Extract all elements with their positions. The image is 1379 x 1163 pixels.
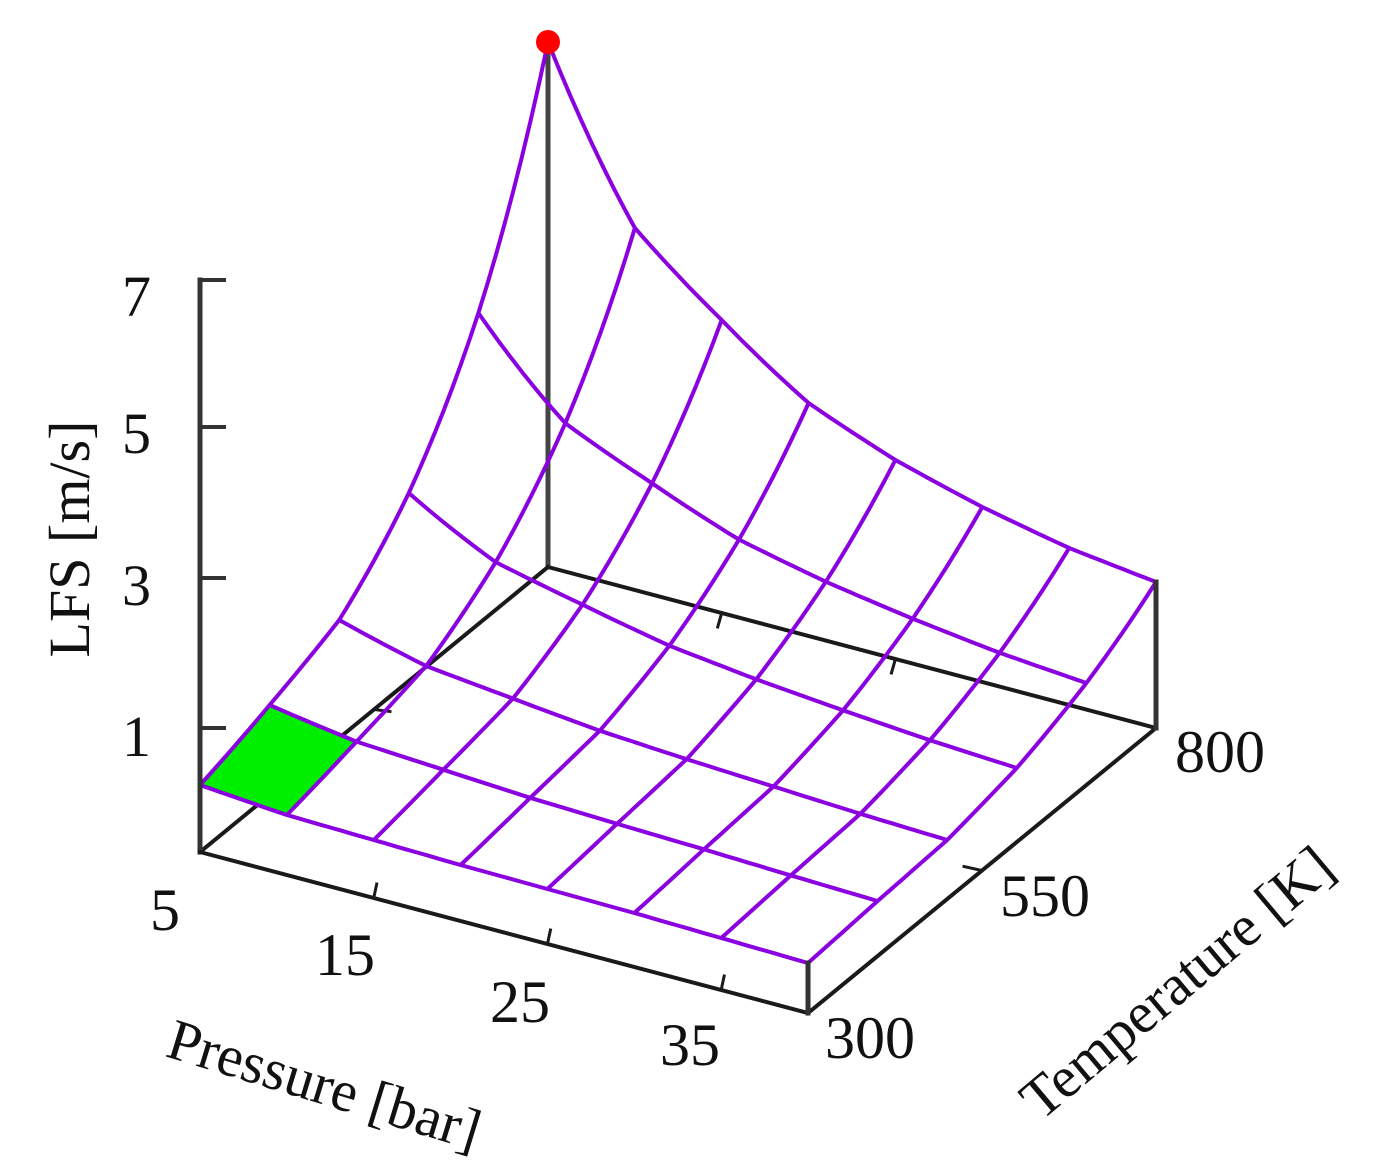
mesh-line-pressure-40 bbox=[806, 580, 1158, 965]
back-edge-tick bbox=[715, 611, 724, 629]
z-tick-7: 7 bbox=[122, 264, 151, 329]
mesh-line-pressure-35 bbox=[719, 546, 1071, 940]
y-tick-800: 800 bbox=[1175, 719, 1265, 785]
mesh-line-temperature-600 bbox=[407, 491, 1018, 770]
mesh-line-temperature-300 bbox=[199, 783, 809, 965]
pressure-axis-line bbox=[197, 849, 811, 1016]
x-tick-25: 25 bbox=[490, 969, 550, 1035]
pressure-tick-15 bbox=[371, 882, 379, 900]
back-axes bbox=[197, 39, 1159, 855]
z-tick-3: 3 bbox=[122, 553, 151, 618]
x-tick-35: 35 bbox=[660, 1012, 720, 1078]
x-tick-15: 15 bbox=[315, 922, 375, 988]
y-tick-300: 300 bbox=[825, 1005, 915, 1071]
y-tick-550: 550 bbox=[1000, 863, 1090, 929]
surface-mesh bbox=[198, 41, 1158, 965]
mesh-line-pressure-20 bbox=[459, 402, 811, 867]
pressure-tick-25 bbox=[545, 928, 553, 946]
back-floor-edge bbox=[545, 564, 1159, 731]
mesh-line-pressure-10 bbox=[285, 227, 637, 817]
mesh-line-pressure-5 bbox=[198, 41, 550, 787]
highlight-cell bbox=[200, 705, 357, 815]
x-tick-5: 5 bbox=[150, 877, 180, 943]
z-tick-1: 1 bbox=[122, 704, 151, 769]
mesh-line-temperature-700 bbox=[476, 311, 1088, 685]
z-axis-title: LFS [m/s] bbox=[37, 420, 102, 658]
mesh-line-temperature-500 bbox=[338, 618, 948, 842]
mesh-line-pressure-30 bbox=[632, 506, 985, 915]
mesh-line-temperature-400 bbox=[268, 703, 879, 903]
temperature-tick-550 bbox=[962, 864, 984, 873]
front-axes bbox=[197, 30, 1159, 1016]
back-edge-tick bbox=[889, 657, 898, 675]
peak-marker bbox=[536, 30, 560, 54]
mesh-line-pressure-15 bbox=[372, 319, 724, 842]
pressure-tick-35 bbox=[719, 974, 726, 992]
mesh-line-temperature-800 bbox=[546, 41, 1157, 584]
mesh-line-pressure-25 bbox=[546, 459, 898, 891]
z-tick-5: 5 bbox=[122, 401, 151, 466]
